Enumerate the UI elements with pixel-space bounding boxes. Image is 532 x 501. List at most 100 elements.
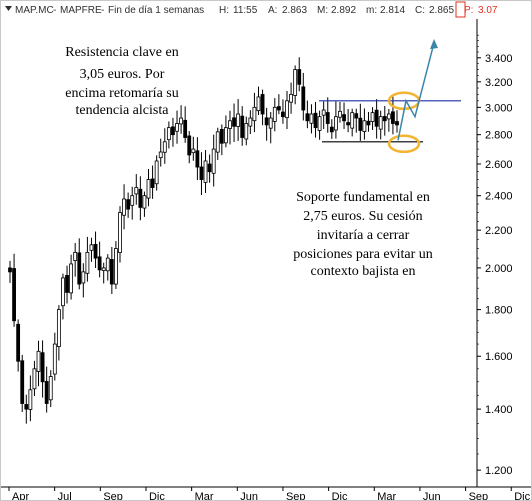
candle xyxy=(333,101,338,139)
candle xyxy=(122,184,126,230)
candle-body xyxy=(69,263,74,294)
candle-body xyxy=(48,376,53,401)
candle xyxy=(171,117,175,147)
header-dash: - xyxy=(53,5,56,16)
candle xyxy=(69,254,74,300)
candle-body xyxy=(162,141,167,153)
price-tick-label: 2.600 xyxy=(485,159,513,171)
candle xyxy=(264,107,269,141)
candle xyxy=(301,72,306,121)
candle xyxy=(199,152,204,195)
candle xyxy=(325,97,330,133)
candle xyxy=(162,128,167,164)
candle-body xyxy=(56,309,61,348)
candle-body xyxy=(366,120,371,126)
candle-body xyxy=(166,127,171,141)
support-annotation: Soporte fundamental en 2,75 euros. Su ce… xyxy=(293,190,433,279)
candle-body xyxy=(338,110,342,118)
candle-body xyxy=(301,86,306,111)
readout-label: H: xyxy=(219,5,229,16)
candle xyxy=(32,360,37,397)
resistance-text-line: tendencia alcista xyxy=(76,103,170,118)
candle-body xyxy=(191,148,196,154)
price-tick-label: 3.400 xyxy=(485,53,513,65)
candle-body xyxy=(256,96,261,112)
candle-body xyxy=(114,248,118,285)
candle xyxy=(289,82,293,114)
candle xyxy=(56,305,61,361)
candle-body xyxy=(93,243,98,259)
candle xyxy=(101,262,106,284)
candle-body xyxy=(16,323,21,362)
candle xyxy=(329,119,334,139)
candle xyxy=(354,108,359,133)
price-tick-label: 2.200 xyxy=(485,225,513,237)
chart-menu-icon[interactable] xyxy=(5,6,12,11)
support-text-line: contexto bajista en xyxy=(311,264,416,279)
candle-body xyxy=(342,114,346,122)
candle-body xyxy=(150,178,155,188)
candle-body xyxy=(309,113,314,124)
readout-value: 2.814 xyxy=(380,5,405,16)
candle xyxy=(114,241,118,289)
candle-body xyxy=(281,111,285,118)
candle xyxy=(61,273,65,320)
candle-body xyxy=(12,268,16,322)
candle-body xyxy=(40,352,45,383)
candle-body xyxy=(240,115,245,138)
price-axis: 1.200 1.400 1.600 1.800 2.000 2.200 2.400 2.600… xyxy=(476,19,513,487)
candle xyxy=(281,99,285,124)
candle-body xyxy=(195,150,200,168)
candle xyxy=(179,105,183,134)
candle xyxy=(309,104,314,134)
candle-body xyxy=(293,69,298,96)
candle xyxy=(158,138,163,167)
support-text-line: invitaría a cerrar xyxy=(317,228,410,243)
candle-body xyxy=(44,381,49,404)
candle-body xyxy=(285,100,289,118)
candle-body xyxy=(126,199,131,210)
candle xyxy=(191,136,196,161)
candle xyxy=(244,116,249,146)
candle-body xyxy=(321,109,326,116)
candle xyxy=(276,94,281,115)
candle-body xyxy=(346,122,351,126)
candle xyxy=(358,103,363,141)
candle-body xyxy=(171,126,175,136)
candle-body xyxy=(354,113,359,119)
candle-body xyxy=(109,259,114,285)
candle-body xyxy=(236,113,241,127)
candle xyxy=(28,375,33,422)
time-tick-label: Mar xyxy=(377,491,396,501)
candle xyxy=(215,127,220,160)
candle xyxy=(362,108,367,140)
readout-label: C: xyxy=(415,5,425,16)
candle xyxy=(16,319,21,372)
candle xyxy=(93,231,98,268)
candle-body xyxy=(179,117,183,125)
candle-body xyxy=(391,111,395,124)
candle-body xyxy=(199,166,204,180)
candle-body xyxy=(138,188,143,208)
candle xyxy=(40,340,45,398)
candle xyxy=(256,86,261,116)
price-tick-label: 1.800 xyxy=(485,305,513,317)
candle xyxy=(305,100,310,129)
candle xyxy=(207,154,212,183)
candle xyxy=(118,206,122,263)
candle xyxy=(248,110,253,135)
candle-body xyxy=(134,187,139,195)
candle-body xyxy=(36,350,41,372)
candle-body xyxy=(52,343,57,375)
candle xyxy=(228,110,232,145)
candle-body xyxy=(329,126,334,133)
candle xyxy=(224,115,228,148)
candle xyxy=(342,102,346,129)
price-tick-label: 1.200 xyxy=(485,465,513,477)
price-tick-label: 1.400 xyxy=(485,404,513,416)
candle-body xyxy=(175,123,179,132)
candle-body xyxy=(252,106,257,122)
candle xyxy=(8,260,12,283)
candle xyxy=(138,176,143,221)
projection-arrow xyxy=(397,42,435,141)
